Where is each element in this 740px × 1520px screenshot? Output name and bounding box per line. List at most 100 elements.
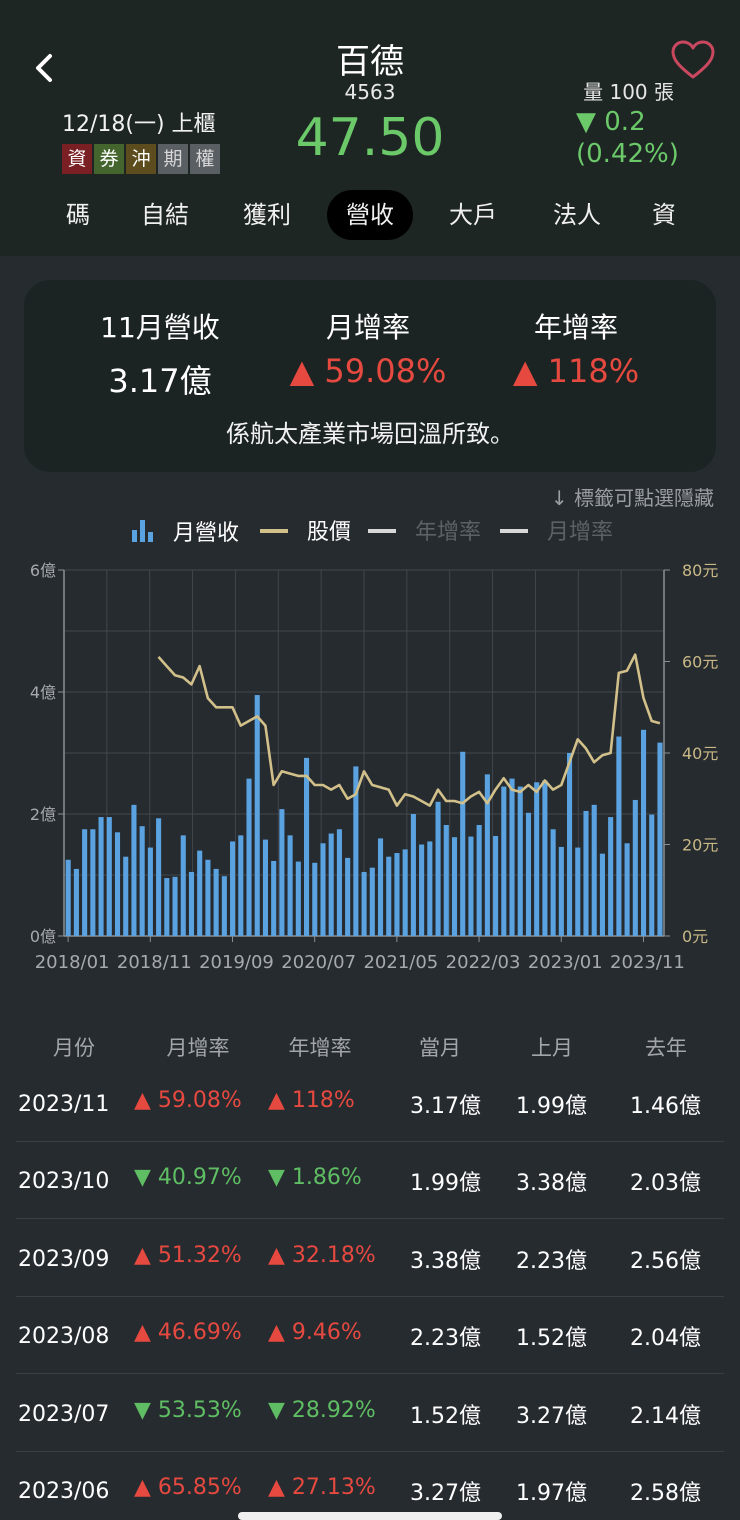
previous-cell: 2.23億	[516, 1249, 587, 1274]
revenue-bar	[525, 812, 532, 936]
mom-cell: ▲ 65.85%	[134, 1475, 242, 1500]
revenue-bar	[443, 824, 449, 936]
table-row[interactable]: 2023/11 ▲ 59.08% ▲ 118% 3.17億 1.99億 1.46億	[16, 1064, 724, 1142]
mom-cell: ▼ 40.97%	[134, 1165, 242, 1190]
y-left-tick-label: 4億	[30, 683, 56, 702]
tab-major-holders[interactable]: 大戶	[449, 201, 497, 229]
tab-chips[interactable]: 碼	[66, 201, 90, 229]
back-arrow-icon[interactable]	[28, 48, 64, 88]
tab-self-report[interactable]: 自結	[141, 201, 189, 229]
line-swatch-yoy	[368, 529, 396, 533]
last-year-cell: 2.14億	[630, 1404, 701, 1429]
stock-name: 百德	[336, 42, 404, 82]
legend-revenue-label: 月營收	[173, 521, 240, 546]
yoy-cell: ▲ 118%	[268, 1088, 355, 1113]
revenue-bar	[73, 868, 79, 936]
revenue-bar	[657, 742, 663, 936]
y-right-tick-label: 0元	[682, 927, 708, 946]
yoy-cell: ▲ 32.18%	[268, 1243, 376, 1268]
revenue-bar	[287, 835, 293, 936]
stock-code: 4563	[344, 80, 396, 104]
last-year-cell: 2.58億	[630, 1481, 701, 1506]
table-row[interactable]: 2023/10 ▼ 40.97% ▼ 1.86% 1.99億 3.38億 2.03億	[16, 1141, 724, 1219]
previous-cell: 1.97億	[516, 1481, 587, 1506]
x-tick-label: 2018/01	[35, 952, 110, 973]
revenue-bar	[188, 871, 195, 936]
revenue-bar	[230, 841, 236, 936]
revenue-bar	[156, 818, 162, 936]
revenue-bar	[632, 799, 638, 936]
favorite-heart-icon[interactable]	[670, 40, 716, 80]
revenue-bar	[608, 817, 614, 936]
revenue-bar	[213, 868, 219, 936]
stock-price: 47.50	[295, 108, 445, 168]
revenue-bar	[567, 753, 573, 936]
y-right-tick-label: 80元	[682, 561, 718, 580]
revenue-bar	[550, 829, 556, 936]
revenue-bar	[501, 786, 507, 936]
revenue-bar	[542, 780, 548, 936]
previous-cell: 3.27億	[516, 1404, 587, 1429]
table-row[interactable]: 2023/07 ▼ 53.53% ▼ 28.92% 1.52億 3.27億 2.14億	[16, 1374, 724, 1452]
volume: 量 100 張	[583, 80, 674, 104]
revenue-bar	[493, 835, 499, 936]
table-row[interactable]: 2023/08 ▲ 46.69% ▲ 9.46% 2.23億 1.52億 2.04億	[16, 1296, 724, 1374]
month-cell: 2023/06	[18, 1479, 110, 1504]
legend-yoy[interactable]: 年增率	[368, 518, 481, 548]
current-cell: 3.38億	[410, 1249, 481, 1274]
legend-price[interactable]: 股價	[260, 518, 351, 548]
revenue-bar	[377, 838, 384, 936]
tag-short: 券	[94, 144, 124, 174]
revenue-bar	[114, 832, 121, 936]
section-tabs: 碼 自結 獲利 營收 大戶 法人 資	[0, 190, 740, 240]
tab-margin[interactable]: 資	[652, 201, 676, 229]
revenue-bar	[328, 833, 334, 936]
trading-tags: 資 券 沖 期 權	[62, 144, 220, 174]
revenue-bar	[238, 835, 244, 936]
revenue-bar	[320, 843, 326, 936]
revenue-bar	[262, 839, 268, 936]
revenue-bar	[640, 729, 647, 936]
revenue-summary-card: 11月營收 月增率 年增率 3.17億 ▲ 59.08% ▲ 118% 係航太產…	[24, 280, 716, 472]
y-right-tick-label: 60元	[682, 653, 718, 672]
tab-profit[interactable]: 獲利	[243, 201, 291, 229]
revenue-bar	[254, 695, 260, 936]
table-row[interactable]: 2023/09 ▲ 51.32% ▲ 32.18% 3.38億 2.23億 2.56億	[16, 1219, 724, 1297]
revenue-bar	[476, 824, 482, 936]
tab-institutional[interactable]: 法人	[553, 201, 601, 229]
revenue-bar	[509, 778, 515, 936]
revenue-bar	[131, 804, 137, 936]
tag-futures: 期	[158, 144, 188, 174]
revenue-bar	[427, 841, 433, 936]
col-header-month: 月份	[53, 1036, 95, 1060]
x-tick-label: 2018/11	[117, 952, 192, 973]
y-left-tick-label: 2億	[30, 805, 56, 824]
mom-cell: ▲ 46.69%	[134, 1320, 242, 1345]
table-row[interactable]: 2023/06 ▲ 65.85% ▲ 27.13% 3.27億 1.97億 2.58億	[16, 1451, 724, 1520]
legend-revenue[interactable]: 月營收	[130, 518, 239, 549]
yoy-cell: ▲ 9.46%	[268, 1320, 362, 1345]
x-tick-label: 2022/03	[446, 952, 521, 973]
stat-label-mom: 月增率	[325, 311, 410, 344]
home-indicator	[238, 1512, 502, 1520]
revenue-bar	[221, 876, 227, 936]
last-year-cell: 2.04億	[630, 1326, 701, 1351]
current-cell: 1.99億	[410, 1171, 481, 1196]
current-cell: 2.23億	[410, 1326, 481, 1351]
previous-cell: 3.38億	[516, 1171, 587, 1196]
revenue-bar	[451, 837, 458, 936]
tab-revenue[interactable]: 營收	[327, 190, 413, 240]
revenue-bar	[558, 846, 564, 936]
last-year-cell: 1.46億	[630, 1094, 701, 1119]
price-change-value: ▼ 0.2	[576, 107, 646, 137]
month-cell: 2023/10	[18, 1169, 110, 1194]
tag-daytrade: 沖	[126, 144, 156, 174]
revenue-bar	[361, 871, 367, 936]
revenue-bar	[304, 757, 310, 936]
legend-mom[interactable]: 月增率	[500, 518, 613, 548]
legend-yoy-label: 年增率	[415, 520, 482, 545]
revenue-bar	[353, 766, 359, 936]
revenue-chart: 0億 2億 4億 6億 0元 20元 40元 60元 80元 2018/01 2018/11 2019…	[30, 561, 719, 973]
revenue-bar	[312, 862, 318, 936]
revenue-bar	[279, 809, 285, 936]
